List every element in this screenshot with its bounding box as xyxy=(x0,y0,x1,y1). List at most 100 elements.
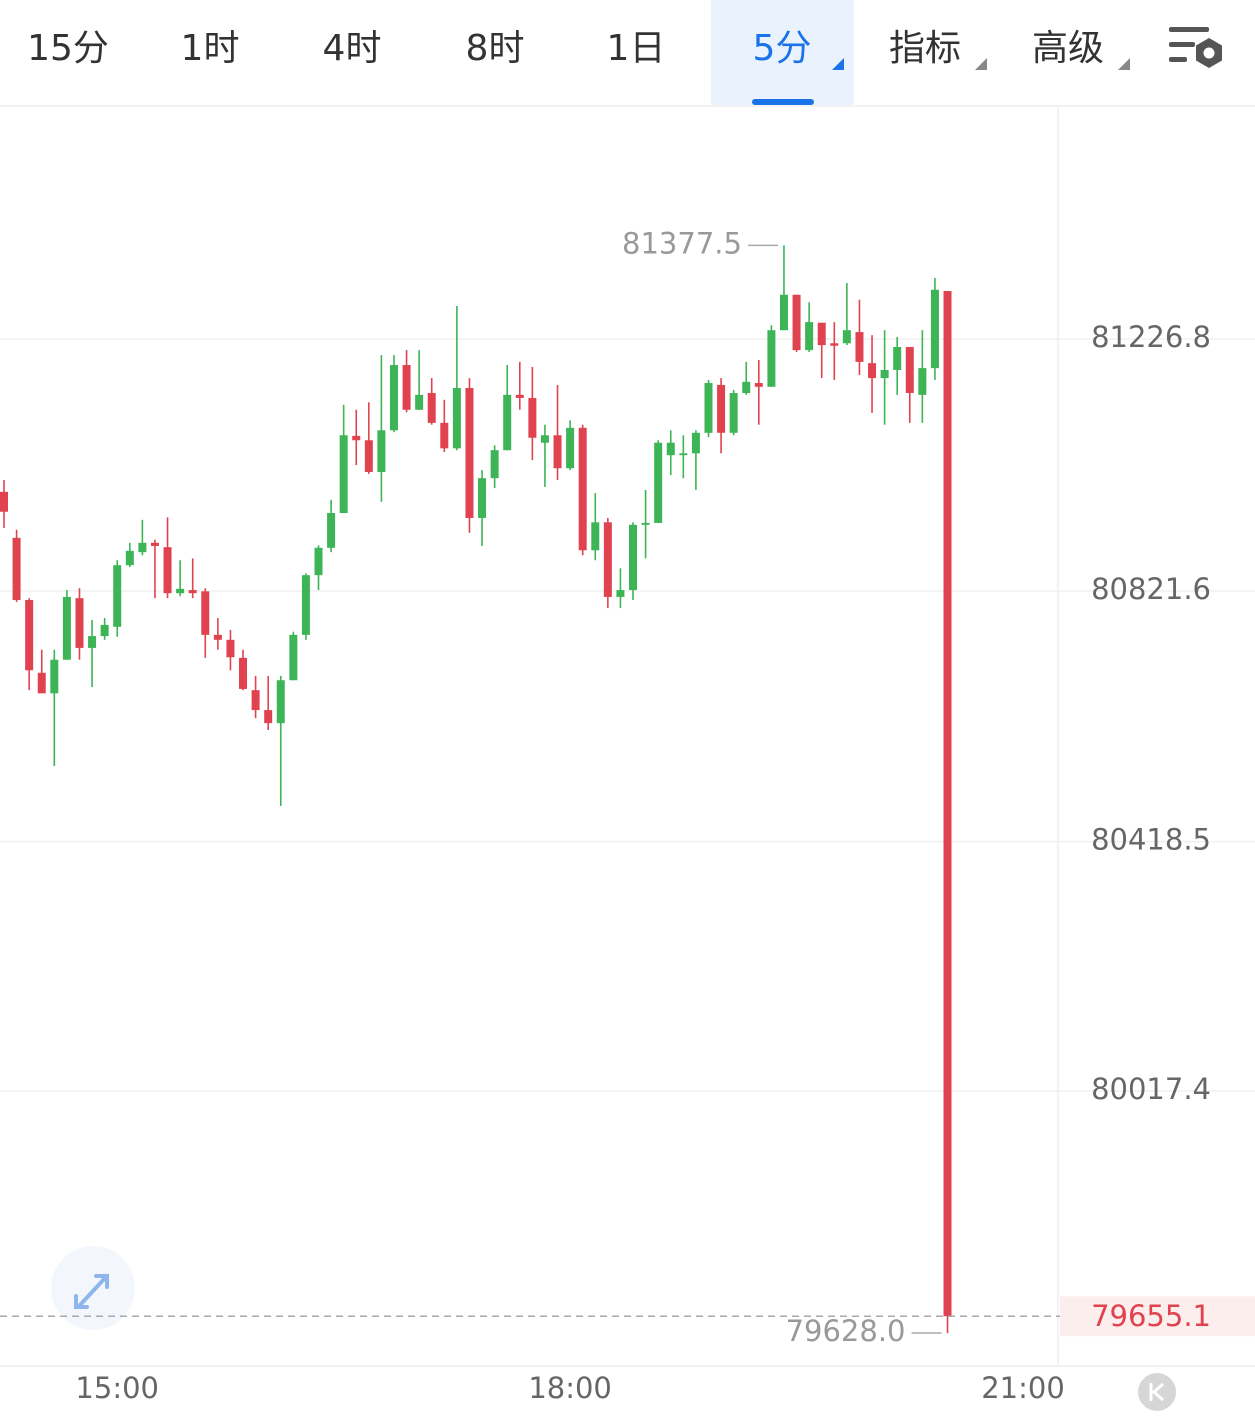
candle-body xyxy=(415,394,424,410)
candle-body xyxy=(402,365,411,410)
candle-body xyxy=(440,422,449,449)
candle-body xyxy=(503,394,512,451)
candle-body xyxy=(905,346,914,393)
candle-body xyxy=(478,478,487,518)
candle-body xyxy=(943,291,952,1317)
y-tick-label: 80821.6 xyxy=(1091,572,1211,606)
candle-body xyxy=(452,388,461,449)
candle-body xyxy=(779,294,788,331)
candle-body xyxy=(767,330,776,387)
candle-body xyxy=(339,435,348,513)
candle-body xyxy=(578,427,587,551)
tab[interactable]: 8时 xyxy=(466,28,525,69)
candle-body xyxy=(566,427,575,469)
tab[interactable]: 指标 xyxy=(889,28,961,69)
candle-body xyxy=(427,392,436,423)
candle-body xyxy=(188,590,197,594)
candle-body xyxy=(37,672,46,694)
dropdown-arrow xyxy=(1118,58,1130,70)
candle-body xyxy=(742,381,751,393)
annotation-label: 81377.5 xyxy=(622,226,742,260)
candle-body xyxy=(62,596,71,660)
candle-body xyxy=(603,522,612,597)
candle-body xyxy=(528,397,537,438)
candle-body xyxy=(679,453,688,456)
expand-button[interactable] xyxy=(51,1246,135,1330)
candle-body xyxy=(50,659,59,694)
candle-body xyxy=(515,394,524,398)
candle-body xyxy=(352,435,361,441)
active-tab-bg xyxy=(711,0,854,105)
tab[interactable]: 4时 xyxy=(323,28,382,69)
candle-body xyxy=(754,383,763,387)
candle-body xyxy=(817,322,826,346)
candle-body xyxy=(327,512,336,548)
tab[interactable]: 15分 xyxy=(27,28,109,69)
candle-body xyxy=(490,450,499,479)
candle-body xyxy=(553,435,562,469)
candle-body xyxy=(616,590,625,597)
plot xyxy=(0,244,1255,1334)
back-icon[interactable] xyxy=(1138,1373,1176,1411)
candle-body xyxy=(930,289,939,369)
last-price-bg xyxy=(1060,1296,1255,1337)
candle-body xyxy=(893,346,902,370)
candle-body xyxy=(364,440,373,472)
candle-body xyxy=(314,547,323,576)
candle-body xyxy=(880,369,889,379)
candle-body xyxy=(629,524,638,591)
x-tick-label: 21:00 xyxy=(981,1371,1065,1405)
candle-body xyxy=(150,542,159,546)
candle-body xyxy=(75,598,84,648)
tab[interactable]: 1时 xyxy=(181,28,240,69)
candle-body xyxy=(830,343,839,346)
candle-body xyxy=(591,522,600,551)
y-tick-label: 80017.4 xyxy=(1091,1072,1211,1106)
candle-body xyxy=(12,537,21,601)
candle-body xyxy=(691,432,700,454)
candle-body xyxy=(792,294,801,351)
candle-body xyxy=(201,591,210,635)
candle-body xyxy=(855,332,864,362)
candle-body xyxy=(465,388,474,518)
candle-body xyxy=(868,363,877,379)
candle-body xyxy=(88,636,97,648)
candle-body xyxy=(301,575,310,635)
y-tick-label: 81226.8 xyxy=(1091,320,1211,354)
candle-body xyxy=(213,634,222,640)
candle-body xyxy=(163,547,172,594)
y-tick-label: 80418.5 xyxy=(1091,823,1211,857)
dropdown-arrow xyxy=(975,58,987,70)
active-tab-underline xyxy=(752,99,814,105)
tab[interactable]: 5分 xyxy=(753,28,812,69)
candle-body xyxy=(113,565,122,627)
candle-body xyxy=(729,392,738,433)
candle-body xyxy=(226,639,235,658)
candle-body xyxy=(25,600,34,671)
candle-body xyxy=(717,384,726,433)
tab[interactable]: 1日 xyxy=(607,28,666,69)
candle-body xyxy=(239,657,248,689)
tab[interactable]: 高级 xyxy=(1032,28,1104,69)
candle-body xyxy=(289,634,298,681)
candle-body xyxy=(704,383,713,433)
candle-body xyxy=(540,435,549,443)
x-tick-label: 15:00 xyxy=(75,1371,159,1405)
candle-body xyxy=(805,322,814,351)
settings-icon[interactable] xyxy=(1169,27,1222,68)
candle-body xyxy=(641,522,650,525)
dropdown-arrow xyxy=(832,58,844,70)
candle-body xyxy=(842,330,851,344)
candle-body xyxy=(377,430,386,472)
candle-body xyxy=(0,491,8,512)
candle-body xyxy=(138,542,147,553)
candle-body xyxy=(100,624,109,637)
candle-body xyxy=(666,442,675,456)
candle-body xyxy=(389,365,398,431)
candle-body xyxy=(918,368,927,395)
candle-body xyxy=(251,690,260,711)
candle-body xyxy=(654,442,663,523)
candle-body xyxy=(125,550,134,566)
